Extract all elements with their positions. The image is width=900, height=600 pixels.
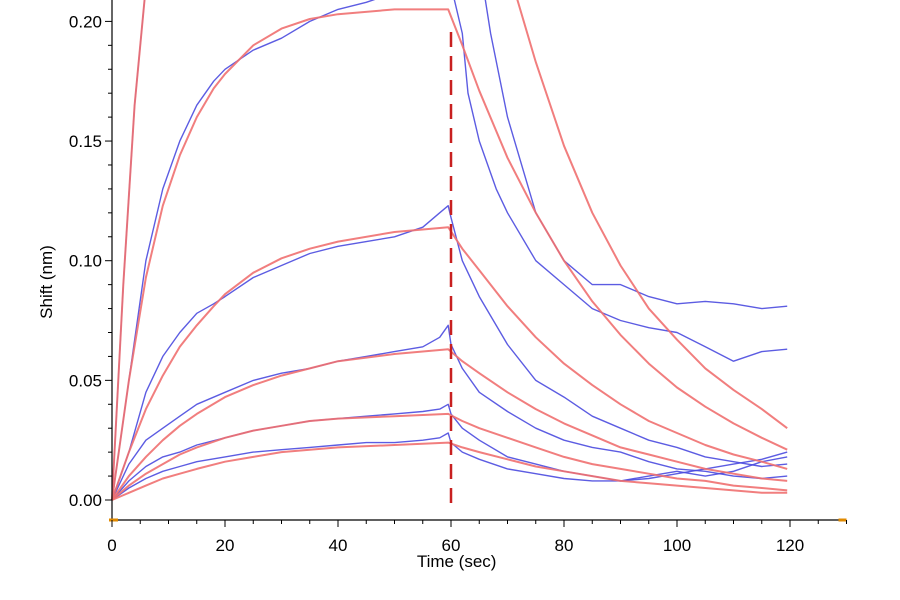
measured-curve-4	[111, 324, 788, 501]
fit-curve-4	[111, 348, 788, 501]
y-tick-label: 0.15	[69, 132, 102, 151]
x-tick-label: 20	[216, 536, 235, 555]
x-tick-label: 100	[663, 536, 691, 555]
x-tick-label: 120	[776, 536, 804, 555]
x-tick-label: 40	[329, 536, 348, 555]
y-tick-label: 0.00	[69, 491, 102, 510]
y-tick-label: 0.20	[69, 12, 102, 31]
series-layer	[111, 0, 788, 508]
fit-curve-2	[111, 8, 788, 501]
x-tick-label: 0	[107, 536, 116, 555]
y-axis-title: Shift (nm)	[37, 245, 56, 319]
measured-curve-1	[111, 0, 788, 501]
fit-curve-3	[111, 226, 788, 501]
measured-curve-2	[111, 0, 788, 501]
measured-curve-6	[111, 432, 788, 501]
fit-curve-5	[111, 412, 788, 501]
fit-curve-6	[111, 441, 788, 501]
x-axis-title: Time (sec)	[417, 552, 497, 571]
x-tick-label: 60	[442, 536, 461, 555]
y-tick-label: 0.10	[69, 252, 102, 271]
fit-curve-1	[111, 0, 788, 501]
x-tick-label: 80	[555, 536, 574, 555]
y-tick-label: 0.05	[69, 371, 102, 390]
axes: 0.000.050.100.150.200.250.300.3502040608…	[69, 0, 847, 555]
measured-curve-3	[111, 205, 788, 501]
